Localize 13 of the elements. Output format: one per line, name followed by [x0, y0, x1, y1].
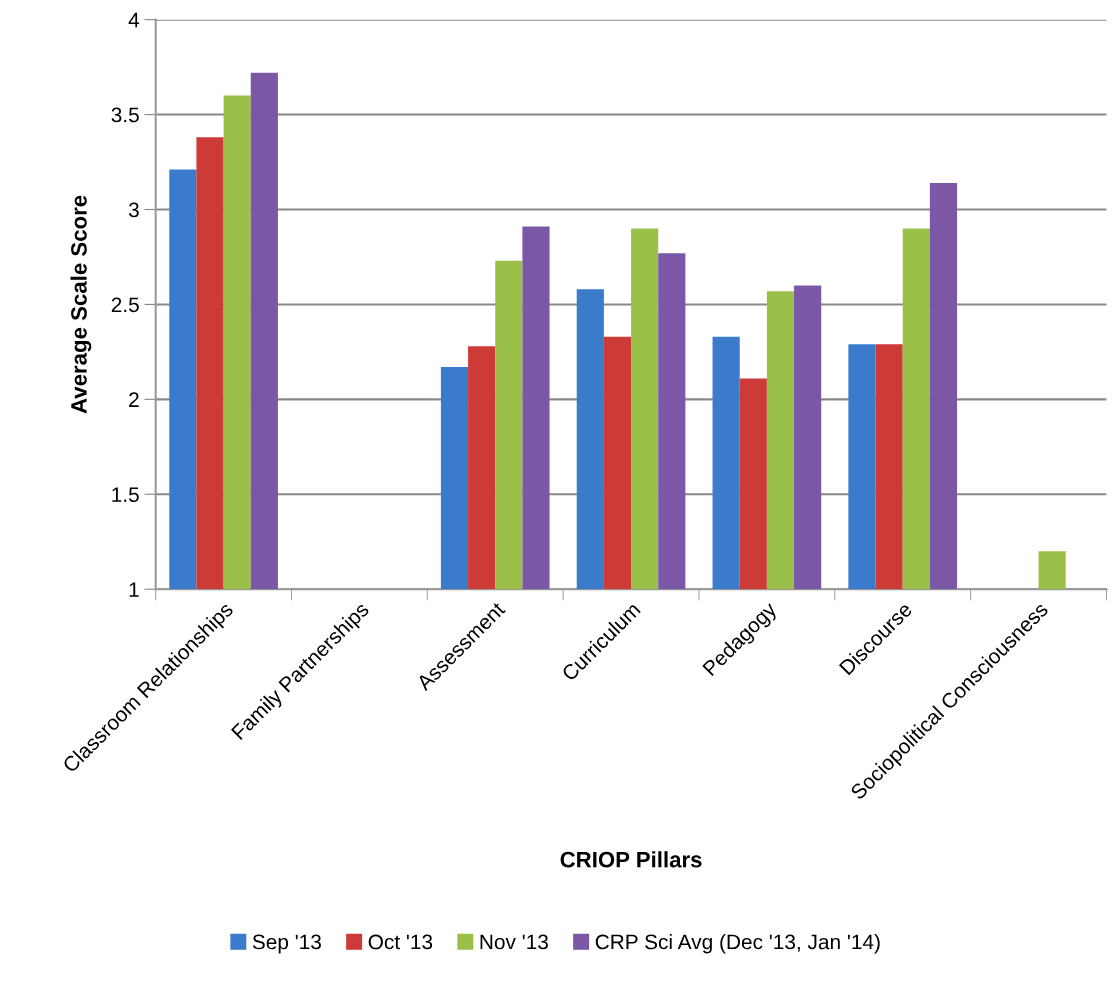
y-tick-label: 3: [128, 202, 139, 218]
legend-label: Nov '13: [480, 934, 548, 950]
y-tick-label: 2: [129, 392, 139, 407]
x-axis-title: CRIOP Pillars: [560, 851, 702, 868]
legend-label: CRP Sci Avg (Dec '13, Jan '14): [595, 934, 880, 954]
y-tick-label: 4: [128, 12, 140, 28]
legend-label: Sep '13: [252, 934, 321, 954]
y-tick-label: 2.5: [111, 297, 139, 313]
y-tick-label: 1.5: [112, 487, 139, 503]
y-tick-label: 1: [129, 582, 139, 597]
legend-label: Oct '13: [368, 934, 433, 950]
y-axis-title: Average Scale Score: [70, 195, 92, 414]
y-tick-label: 3.5: [111, 107, 139, 123]
